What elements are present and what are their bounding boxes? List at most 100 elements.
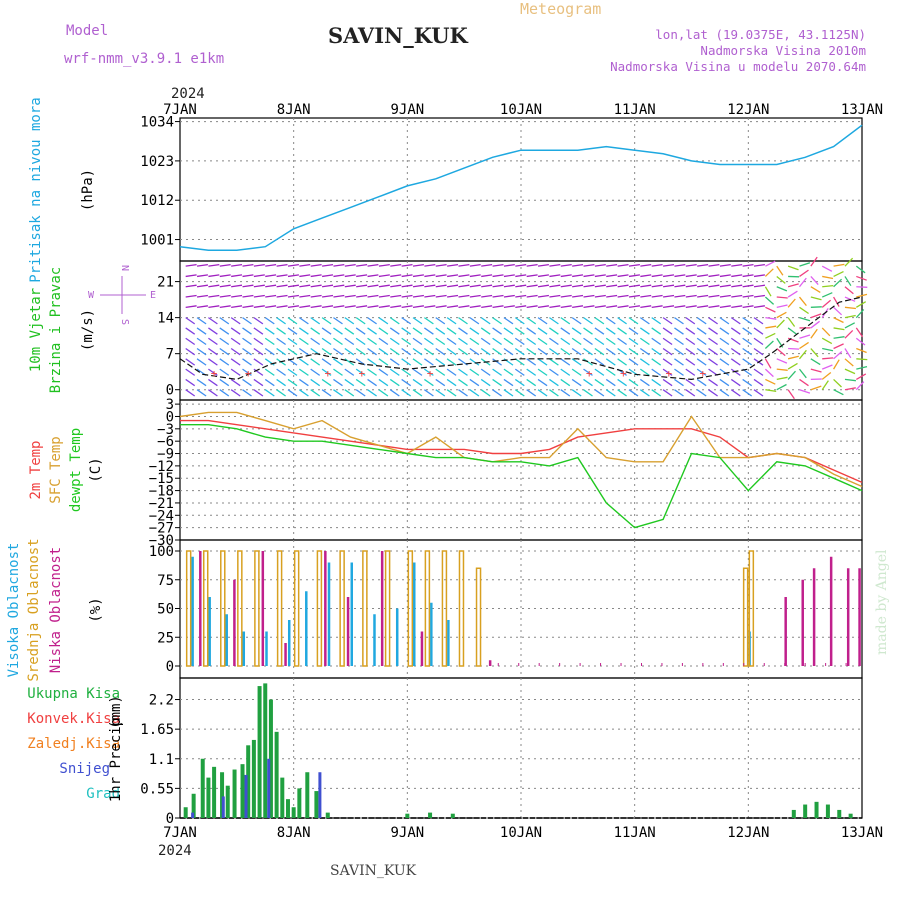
wind-barb [549,294,561,298]
wind-barb [606,274,618,278]
cloud-bar-low [346,597,350,666]
wind-barb [299,263,311,267]
wind-barb [276,327,286,335]
wind-barb [219,378,230,387]
wind-barb [594,378,605,387]
wind-unit: (m/s) [80,309,96,351]
wind-barb [242,347,252,356]
wind-barb [424,327,434,335]
wind-barb [856,365,868,370]
wind-barb [560,274,572,278]
wind-barb [367,389,377,397]
wind-barb [651,389,662,397]
wind-barb [253,347,264,356]
wind-barb [276,337,286,346]
wind-barb [344,317,355,325]
precip-bar-total [285,799,290,818]
cloud-bar-mid [742,567,749,667]
wind-barb [287,368,298,376]
x-tick-label-top: 8JAN [277,102,311,118]
wind-barb [674,358,684,366]
cloud-bar-low [488,660,492,666]
wind-barb [185,347,196,356]
cloud-bar-high [447,620,450,666]
pressure-ylabel: Pritisak na nivou mora [28,97,44,282]
cloud-bar-mid [441,550,448,667]
wind-barb [617,284,629,288]
wind-barb [355,317,366,325]
wind-barb [560,317,571,325]
year-top: 2024 [171,86,205,102]
cloud-bar-low [812,568,816,666]
wind-barb [640,284,652,288]
wind-barb [821,265,833,272]
wind-barb [321,305,334,308]
wind-barb [605,347,616,356]
wind-barb [287,284,299,288]
wind-barb [651,274,663,278]
wind-barb [480,337,491,346]
wind-barb [367,327,377,335]
wind-barb [298,378,309,387]
wind-barb [583,305,595,308]
wind-barb [492,327,502,335]
wind-barb [731,284,743,288]
wind-ytick-label: 14 [157,311,174,327]
wind-barb [537,378,548,387]
wind-barb [299,294,311,298]
cloud-bar-mid [748,550,755,667]
wind-barb [231,284,243,288]
wind-barb [242,263,254,267]
wind-barb [560,358,571,366]
wind-barb [390,294,402,298]
wind-barb [367,368,377,376]
cloud-bar-low [420,631,424,666]
wind-barb [333,305,345,308]
wind-barb [367,305,379,308]
wind-barb [435,327,446,335]
wind-barb [662,327,673,335]
wind-barb [833,351,843,360]
wind-barb [731,305,743,308]
wind-barb [742,284,754,288]
wind-barb [310,368,321,376]
wind-barb [617,337,627,346]
wind-barb [821,299,832,308]
wind-barb [549,389,559,397]
cloud-ytick-label: 50 [157,602,174,618]
wind-barb [583,337,593,346]
wind-barb [685,378,696,387]
cloud-bar-high [373,614,376,666]
wind-barb [480,317,491,325]
wind-barb [355,337,366,346]
wind-barb [469,294,481,298]
wind-barb [787,298,796,308]
wind-barb [231,294,243,298]
wind-barb [844,286,854,295]
wind-barb [435,389,446,397]
wind-barb [401,378,412,387]
wind-barb [537,337,548,346]
wind-barb [253,305,265,308]
wind-barb [424,294,436,298]
wind-barb [753,305,765,308]
wind-barb [833,343,844,350]
wind-barb [821,337,833,345]
x-tick-label-bottom: 13JAN [841,825,883,841]
cloud-unit: (%) [88,597,104,622]
cloud-bar-mid [458,550,465,667]
wind-barb [208,263,220,267]
wind-barb [822,357,834,360]
precip-bar-snow [318,772,322,818]
wind-barb [378,294,390,298]
wind-barb [856,347,867,354]
wind-barb [549,263,561,267]
wind-barb [503,305,515,308]
wind-barb [424,378,434,387]
wind-barb [412,368,423,376]
wind-barb [514,317,525,325]
wind-barb [628,305,640,308]
wind-barb [628,294,640,298]
wind-barb [298,327,309,335]
